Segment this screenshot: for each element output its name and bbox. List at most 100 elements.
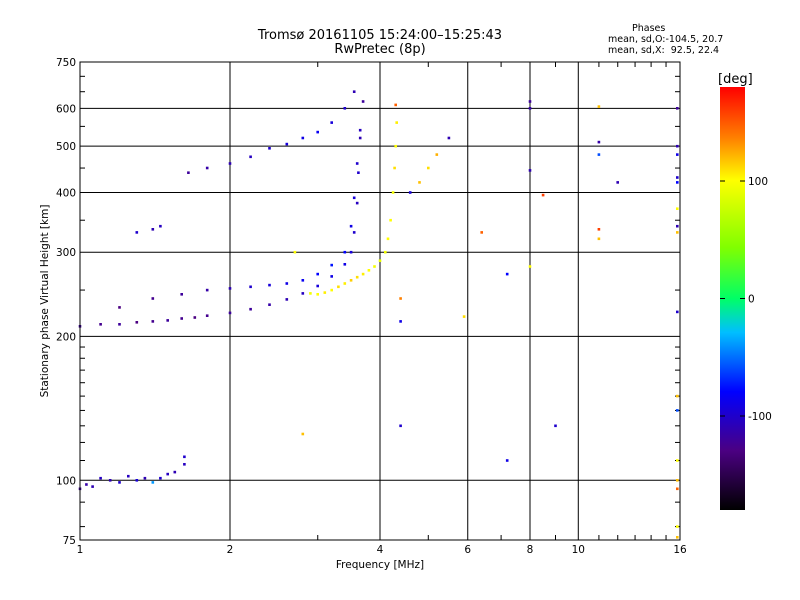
data-point [193, 316, 197, 319]
data-point [166, 319, 169, 322]
data-point [316, 130, 319, 134]
chart-title: Tromsø 20161105 15:24:00–15:25:43 [257, 28, 503, 43]
x-tick-label: 10 [572, 544, 585, 556]
data-point [330, 121, 333, 124]
data-point [166, 472, 169, 476]
colorbar-label: [deg] [718, 72, 753, 87]
data-point [316, 272, 319, 276]
y-tick-label: 100 [56, 475, 76, 487]
data-point [249, 307, 252, 311]
x-tick-label: 2 [227, 544, 234, 556]
data-point [480, 231, 483, 234]
data-point [394, 144, 397, 148]
data-point [361, 100, 365, 103]
colorbar-tick-label: 100 [748, 176, 768, 188]
y-tick-label: 75 [63, 535, 76, 547]
phase-stats-x: mean, sd,X: 92.5, 22.4 [608, 45, 720, 56]
data-point [330, 275, 333, 278]
data-point [135, 479, 139, 482]
data-point [228, 287, 232, 290]
data-point [99, 323, 102, 326]
data-point [127, 474, 130, 478]
data-point [528, 169, 532, 172]
colorbar-ticks: -100 0 100 [720, 176, 772, 423]
data-point [337, 285, 340, 289]
y-tick-label: 600 [56, 103, 76, 115]
data-point [268, 147, 271, 150]
data-point [330, 288, 333, 292]
data-point [118, 306, 121, 309]
colorbar-tick-label: -100 [748, 411, 772, 423]
data-point [349, 250, 353, 254]
data-point [373, 265, 376, 268]
data-point [395, 121, 398, 124]
data-point [384, 250, 387, 254]
data-point [151, 320, 155, 323]
data-point [249, 155, 252, 159]
data-point [462, 315, 466, 318]
data-point [616, 181, 619, 184]
data-point [151, 481, 155, 484]
data-point [323, 291, 327, 294]
data-point [205, 166, 209, 170]
data-point [447, 136, 451, 140]
data-point [408, 191, 412, 194]
data-point [343, 263, 347, 266]
data-point [228, 311, 232, 315]
data-point [180, 317, 183, 320]
phase-stats-o: mean, sd,O:-104.5, 20.7 [608, 34, 724, 45]
data-point [183, 463, 186, 466]
x-tick-label: 1 [77, 544, 84, 556]
data-point [151, 228, 155, 231]
data-point [343, 250, 347, 254]
x-tick-label: 4 [377, 544, 384, 556]
data-point [676, 536, 679, 539]
data-point [99, 476, 102, 480]
data-point [386, 237, 390, 241]
data-point [399, 297, 402, 300]
axis-ticks: 1 2 4 6 8 10 16 75 100 200 300 400 500 600 750 [56, 57, 687, 556]
data-point [330, 263, 333, 267]
data-point [597, 153, 601, 156]
x-axis-label: Frequency [MHz] [336, 559, 424, 571]
data-point [676, 459, 679, 462]
data-point [528, 100, 532, 103]
data-point [435, 153, 439, 156]
data-point [205, 314, 209, 317]
data-point [187, 171, 190, 174]
data-point [358, 136, 362, 140]
data-point [118, 481, 121, 484]
data-point [228, 162, 232, 165]
data-point [389, 218, 392, 222]
data-point [597, 228, 601, 231]
x-tick-label: 8 [527, 544, 534, 556]
data-point [268, 283, 271, 287]
data-point [676, 479, 679, 482]
data-point [676, 224, 679, 228]
data-point [183, 455, 186, 459]
data-point [143, 476, 147, 480]
data-point [394, 103, 397, 107]
data-point [676, 394, 679, 398]
data-point [249, 285, 252, 289]
data-point [205, 288, 209, 292]
data-point [135, 321, 139, 324]
x-tick-label: 16 [673, 544, 687, 556]
data-point [676, 176, 679, 179]
y-tick-label: 750 [56, 57, 76, 69]
data-point [85, 483, 88, 486]
data-point [355, 201, 359, 205]
data-point [343, 282, 347, 285]
grid-lines [80, 62, 680, 540]
data-point [301, 292, 305, 295]
y-tick-label: 400 [56, 187, 76, 199]
data-point [378, 259, 382, 262]
data-point [676, 153, 679, 156]
data-point [180, 293, 183, 296]
data-point [293, 250, 297, 254]
data-point [391, 191, 395, 194]
data-point [268, 303, 271, 306]
data-point [151, 297, 155, 300]
data-point [135, 231, 139, 234]
data-point [285, 282, 289, 285]
